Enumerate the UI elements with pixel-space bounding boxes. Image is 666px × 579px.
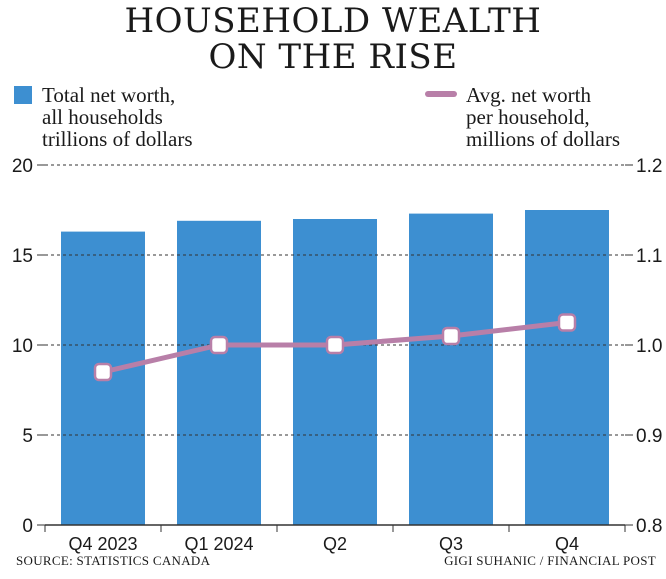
legend-line-line-1: Avg. net worth bbox=[466, 83, 592, 107]
chart-title-line2: ON THE RISE bbox=[208, 37, 458, 77]
legend-bars-line-1: Total net worth, bbox=[42, 83, 176, 107]
y-left-tick-label: 10 bbox=[12, 336, 33, 357]
line-point bbox=[325, 335, 345, 355]
legend-line-line-2: per household, bbox=[466, 105, 590, 129]
x-tick-label: Q4 2023 bbox=[68, 534, 137, 554]
legend-line-line-3: millions of dollars bbox=[466, 127, 620, 151]
x-tick-label: Q1 2024 bbox=[184, 534, 253, 554]
bar bbox=[177, 220, 261, 526]
legend-line-label: Avg. net worth per household, millions o… bbox=[466, 84, 620, 150]
y-right-tick-label: 1.1 bbox=[636, 246, 662, 267]
y-left-tick-label: 20 bbox=[12, 156, 33, 177]
y-left-tick-label: 15 bbox=[12, 246, 33, 267]
x-tick-label: Q2 bbox=[323, 534, 347, 554]
bar bbox=[525, 210, 609, 525]
line-point bbox=[93, 362, 113, 382]
bar bbox=[293, 219, 377, 525]
y-right-tick-label: 1.2 bbox=[636, 156, 662, 177]
source-credit: SOURCE: STATISTICS CANADA bbox=[16, 553, 211, 568]
line-point bbox=[441, 326, 461, 346]
legend-bars-label: Total net worth, all households trillion… bbox=[42, 84, 193, 150]
legend-line-swatch bbox=[425, 91, 457, 97]
x-tick-label: Q4 bbox=[555, 534, 579, 554]
y-right-tick-label: 0.8 bbox=[636, 516, 662, 537]
legend-bars-line-2: all households bbox=[42, 105, 163, 129]
author-credit: GIGI SUHANIC / FINANCIAL POST bbox=[444, 553, 656, 568]
legend-bar-swatch bbox=[14, 86, 32, 104]
y-right-tick-label: 0.9 bbox=[636, 426, 662, 447]
y-right-tick-label: 1.0 bbox=[636, 336, 662, 357]
line-point bbox=[557, 313, 577, 332]
x-tick-label: Q3 bbox=[439, 534, 463, 554]
legend-bars-line-3: trillions of dollars bbox=[42, 127, 193, 151]
y-left-tick-label: 5 bbox=[22, 426, 33, 447]
chart-title-line1: HOUSEHOLD WEALTH bbox=[124, 1, 542, 41]
line-point bbox=[209, 335, 229, 355]
y-left-tick-label: 0 bbox=[22, 516, 33, 537]
bar bbox=[409, 213, 493, 525]
